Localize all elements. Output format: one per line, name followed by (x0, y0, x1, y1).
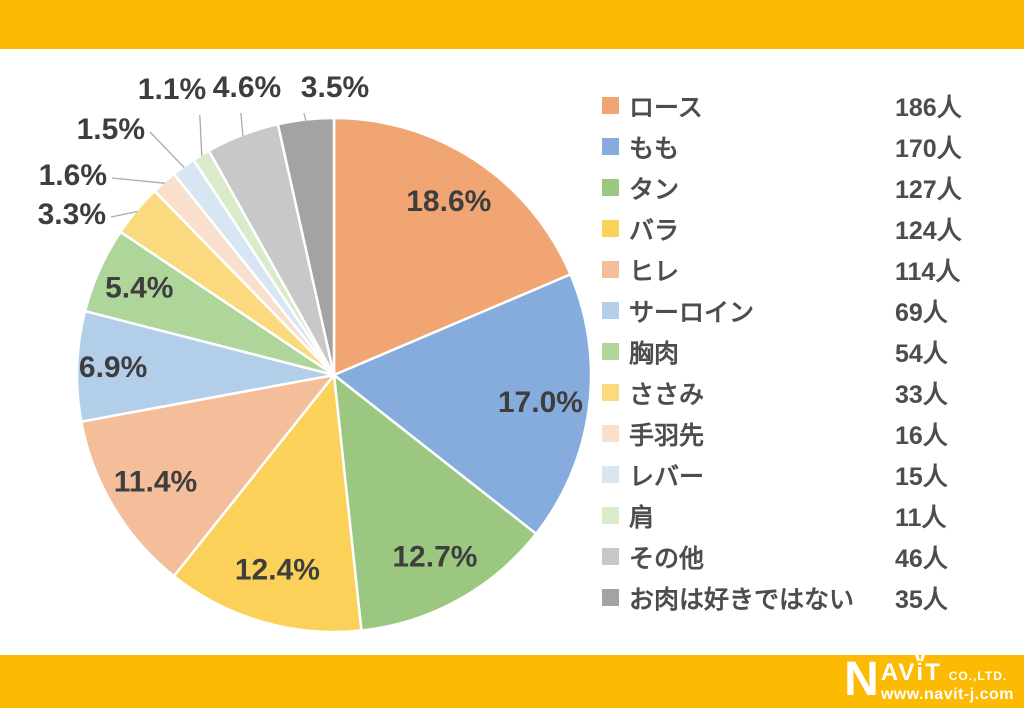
legend-row: その他 46人 (600, 536, 1022, 577)
legend-row: レバー 15人 (600, 454, 1022, 495)
legend-swatch (602, 343, 619, 360)
legend-label: ささみ (629, 380, 705, 409)
leader-line (240, 112, 244, 137)
legend-swatch (602, 179, 619, 196)
legend-count: 11人 (895, 503, 947, 532)
legend-count: 15人 (895, 462, 948, 491)
percent-label: 3.5% (301, 71, 369, 104)
legend-label: バラ (629, 216, 680, 245)
legend-label: レバー (629, 462, 705, 491)
legend-count: 35人 (895, 585, 948, 614)
legend-row: サーロイン 69人 (600, 290, 1022, 331)
pie-slice (172, 373, 363, 634)
legend-swatch (602, 466, 619, 483)
navit-logo: N AViT CO.,LTD. www.navit-j.com (844, 652, 1014, 706)
leader-line (303, 112, 307, 121)
legend-label: ロース (629, 93, 703, 122)
pie-slice (75, 309, 336, 423)
top-banner (0, 0, 1024, 49)
legend-swatch (602, 384, 619, 401)
legend-row: ささみ 33人 (600, 372, 1022, 413)
percent-label: 1.1% (138, 73, 206, 106)
logo-top-row: AViT CO.,LTD. (880, 658, 1014, 686)
legend-swatch (602, 589, 619, 606)
legend-count: 186人 (895, 93, 962, 122)
logo-letter-n: N (844, 652, 879, 706)
legend-swatch (602, 220, 619, 237)
legend-label: お肉は好きではない (629, 585, 855, 614)
legend-row: ヒレ 114人 (600, 249, 1022, 290)
logo-website: www.navit-j.com (880, 685, 1014, 703)
legend-row: バラ 124人 (600, 208, 1022, 249)
legend-row: 肩 11人 (600, 495, 1022, 536)
leader-line (111, 177, 165, 184)
pie-slice (332, 273, 593, 536)
logo-letters-av: AV (880, 658, 917, 686)
percent-label: 11.4% (114, 466, 197, 499)
legend-label: その他 (629, 544, 705, 573)
pie-slice (332, 116, 572, 377)
leader-line (110, 210, 138, 218)
legend-swatch (602, 138, 619, 155)
legend-label: 手羽先 (629, 421, 705, 450)
pie-slice (332, 373, 538, 632)
percent-label: 17.0% (498, 386, 583, 419)
legend-count: 69人 (895, 298, 948, 327)
legend-row: 手羽先 16人 (600, 413, 1022, 454)
legend-row: 胸肉 54人 (600, 331, 1022, 372)
legend-swatch (602, 548, 619, 565)
legend-count: 170人 (895, 134, 962, 163)
legend-count: 54人 (895, 339, 948, 368)
legend-count: 16人 (895, 421, 948, 450)
legend-row: お肉は好きではない 35人 (600, 577, 1022, 618)
leader-line (149, 131, 185, 169)
legend-label: ヒレ (629, 257, 680, 286)
legend-count: 46人 (895, 544, 948, 573)
legend-label: 胸肉 (629, 339, 680, 368)
pie-slice (80, 373, 336, 578)
legend-label: タン (629, 175, 680, 204)
legend-count: 124人 (895, 216, 962, 245)
percent-label: 1.6% (39, 159, 107, 192)
percent-label: 12.7% (392, 541, 477, 574)
logo-right: AViT CO.,LTD. www.navit-j.com (880, 658, 1014, 703)
percent-label: 4.6% (213, 71, 281, 104)
rabbit-ears-i-icon: i (916, 658, 926, 686)
logo-letter-t: T (925, 658, 942, 686)
legend-row: ロース 186人 (600, 85, 1022, 126)
legend-label: もも (629, 134, 680, 163)
leader-line (199, 114, 203, 157)
percent-label: 1.5% (77, 113, 145, 146)
legend-count: 33人 (895, 380, 948, 409)
legend-swatch (602, 302, 619, 319)
legend-label: サーロイン (629, 298, 755, 327)
logo-company-suffix: CO.,LTD. (948, 668, 1008, 683)
legend-swatch (602, 97, 619, 114)
legend-label: 肩 (629, 503, 655, 532)
legend: ロース 186人もも 170人タン 127人バラ 124人ヒレ 114人サーロイン 69人胸… (600, 85, 1022, 618)
legend-row: タン 127人 (600, 167, 1022, 208)
bottom-banner: N AViT CO.,LTD. www.navit-j.com (0, 655, 1024, 708)
legend-row: もも 170人 (600, 126, 1022, 167)
legend-swatch (602, 425, 619, 442)
legend-swatch (602, 261, 619, 278)
legend-count: 127人 (895, 175, 962, 204)
legend-count: 114人 (895, 257, 961, 286)
percent-label: 6.9% (79, 351, 147, 384)
percent-label: 12.4% (235, 554, 320, 587)
percent-label: 18.6% (406, 185, 491, 218)
legend-swatch (602, 507, 619, 524)
logo-brand-text: AViT (880, 658, 942, 686)
percent-label: 3.3% (38, 198, 106, 231)
percent-label: 5.4% (105, 271, 173, 304)
